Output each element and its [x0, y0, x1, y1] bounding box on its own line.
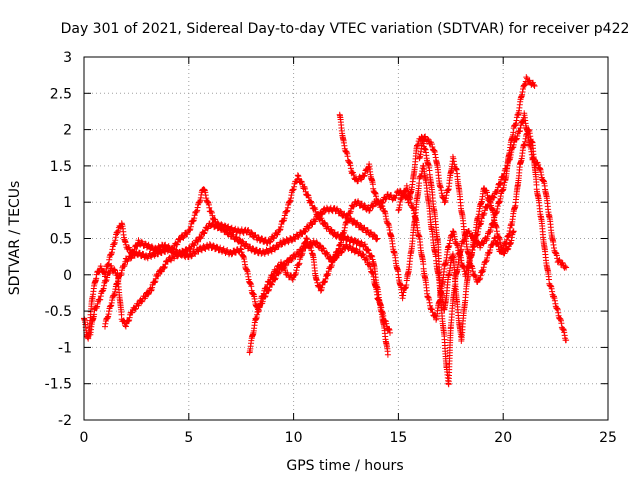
x-tick-label: 25 — [599, 430, 617, 446]
x-tick-label: 0 — [80, 430, 89, 446]
chart-title: Day 301 of 2021, Sidereal Day-to-day VTE… — [61, 21, 630, 37]
y-tick-label: -1.5 — [45, 377, 72, 393]
series-t5 — [336, 110, 570, 344]
y-axis-label: SDTVAR / TECUs — [7, 181, 23, 296]
data-point-markers — [246, 74, 538, 388]
y-tick-label: 2 — [63, 123, 72, 139]
y-tick-label: 3 — [63, 50, 72, 66]
y-tick-label: 0 — [63, 268, 72, 284]
series-t2 — [87, 204, 381, 338]
series-t1 — [81, 172, 391, 358]
x-axis-label: GPS time / hours — [286, 458, 403, 474]
series-t3 — [102, 237, 393, 336]
series-t6 — [416, 126, 570, 344]
y-tick-label: 1.5 — [50, 159, 72, 175]
data-point-markers — [102, 237, 393, 336]
data-point-markers — [81, 172, 391, 358]
ticks — [83, 56, 609, 421]
y-tick-label: 2.5 — [50, 86, 72, 102]
data-points — [81, 74, 570, 388]
x-tick-label: 10 — [285, 430, 303, 446]
x-tick-label: 15 — [389, 430, 407, 446]
y-tick-label: -2 — [58, 413, 72, 429]
series-t7 — [395, 182, 517, 323]
y-tick-label: -0.5 — [45, 304, 72, 320]
data-point-markers — [336, 110, 570, 344]
data-point-markers — [416, 126, 570, 344]
x-tick-labels: 0 5 10 15 20 25 — [80, 430, 617, 446]
data-point-markers — [87, 204, 381, 338]
x-tick-label: 20 — [494, 430, 512, 446]
y-tick-label: -1 — [58, 340, 72, 356]
data-point-markers — [395, 182, 517, 323]
y-tick-labels: -2 -1.5 -1 -0.5 0 0.5 1 1.5 2 2.5 3 — [45, 50, 72, 429]
y-tick-label: 0.5 — [50, 232, 72, 248]
y-tick-label: 1 — [63, 195, 72, 211]
series-t4 — [246, 74, 538, 388]
x-tick-label: 5 — [184, 430, 193, 446]
